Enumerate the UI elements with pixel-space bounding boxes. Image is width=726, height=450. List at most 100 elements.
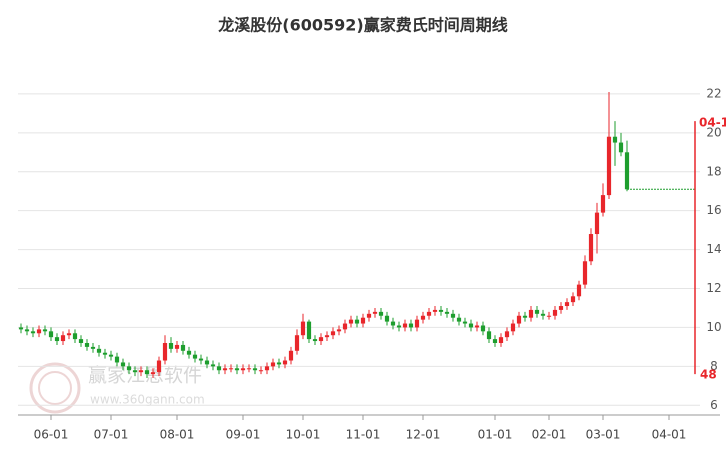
candle-body: [150, 372, 156, 375]
candle-body: [360, 317, 366, 324]
candle-body: [258, 370, 264, 372]
candle-body: [72, 333, 78, 340]
candle-body: [144, 370, 150, 375]
candle-body: [396, 325, 402, 328]
watermark-logo: [38, 371, 72, 405]
candle-body: [408, 323, 414, 328]
x-tick-label: 12-01: [406, 428, 441, 442]
x-tick-label: 03-01: [586, 428, 621, 442]
candle-body: [288, 350, 294, 361]
candle-body: [168, 343, 174, 349]
y-tick-label: 10: [706, 320, 721, 334]
candle-body: [234, 368, 240, 371]
candle-body: [402, 323, 408, 328]
candle-body: [576, 284, 582, 297]
candle-body: [312, 339, 318, 342]
y-tick-label: 20: [706, 125, 721, 139]
candle-body: [384, 315, 390, 322]
candle-body: [198, 358, 204, 361]
candle-body: [132, 370, 138, 373]
candle-body: [282, 360, 288, 365]
y-tick-label: 14: [706, 242, 721, 256]
candle-body: [300, 321, 306, 336]
candle-body: [84, 343, 90, 347]
candle-body: [318, 337, 324, 342]
candle-body: [606, 136, 612, 196]
watermark-url: www.360gann.com: [90, 393, 205, 407]
candle-body: [504, 331, 510, 338]
candle-body: [324, 335, 330, 338]
candle-body: [498, 337, 504, 343]
x-tick-label: 01-01: [478, 428, 513, 442]
candle-body: [612, 136, 618, 143]
watermark-text: 赢家江恩软件: [88, 365, 202, 387]
candle-body: [558, 306, 564, 310]
cycle-top-label: 04-1: [699, 116, 726, 130]
x-tick-label: 06-01: [34, 428, 69, 442]
y-tick-label: 6: [710, 398, 718, 412]
candle-body: [276, 362, 282, 365]
candle-body: [306, 321, 312, 340]
candle-body: [510, 323, 516, 332]
candle-body: [24, 329, 30, 332]
candle-body: [186, 350, 192, 355]
candle-body: [600, 195, 606, 213]
candle-body: [126, 366, 132, 371]
candle-body: [18, 327, 24, 330]
candle-body: [372, 311, 378, 314]
candle-body: [456, 317, 462, 322]
x-tick-label: 07-01: [94, 428, 129, 442]
candle-body: [66, 333, 72, 336]
candle-body: [222, 368, 228, 371]
candle-body: [426, 311, 432, 316]
candle-body: [420, 315, 426, 320]
candle-body: [366, 313, 372, 318]
watermark: 赢家江恩软件 www.360gann.com: [29, 362, 205, 414]
candle-body: [564, 302, 570, 307]
candle-body: [378, 311, 384, 316]
candle-body: [570, 296, 576, 303]
y-tick-label: 12: [706, 281, 721, 295]
candle-body: [336, 329, 342, 332]
chart-title: 龙溪股份(600592)赢家费氏时间周期线: [217, 16, 507, 35]
candle-body: [228, 368, 234, 370]
x-tick-label: 04-01: [652, 428, 687, 442]
candle-body: [342, 323, 348, 330]
candle-body: [156, 360, 162, 373]
x-tick-label: 10-01: [286, 428, 321, 442]
candle-body: [204, 360, 210, 365]
candle-body: [594, 212, 600, 235]
candle-body: [618, 142, 624, 153]
candle-body: [210, 364, 216, 367]
y-tick-label: 18: [706, 164, 721, 178]
candle-body: [348, 319, 354, 324]
candle-body: [162, 343, 168, 361]
candle-body: [48, 331, 54, 338]
candle-body: [264, 366, 270, 371]
candle-body: [102, 352, 108, 355]
candle-body: [444, 311, 450, 314]
y-tick-label: 22: [706, 86, 721, 100]
candle-body: [36, 329, 42, 334]
candle-body: [450, 313, 456, 318]
candle-body: [414, 319, 420, 328]
candle-body: [486, 331, 492, 340]
candle-body: [42, 329, 48, 332]
candle-body: [174, 344, 180, 349]
candle-body: [552, 309, 558, 316]
candle-body: [120, 362, 126, 367]
cycle-bottom-label: 48: [700, 368, 717, 382]
candle-body: [252, 368, 258, 371]
candle-body: [294, 335, 300, 351]
candle-body: [180, 344, 186, 351]
candle-body: [246, 368, 252, 370]
candle-body: [624, 152, 630, 190]
candle-body: [540, 313, 546, 316]
candle-body: [270, 362, 276, 367]
candle-body: [546, 315, 552, 317]
candle-body: [216, 366, 222, 371]
x-tick-label: 09-01: [226, 428, 261, 442]
candle-body: [582, 261, 588, 285]
candle-body: [78, 339, 84, 343]
candle-body: [60, 335, 66, 342]
